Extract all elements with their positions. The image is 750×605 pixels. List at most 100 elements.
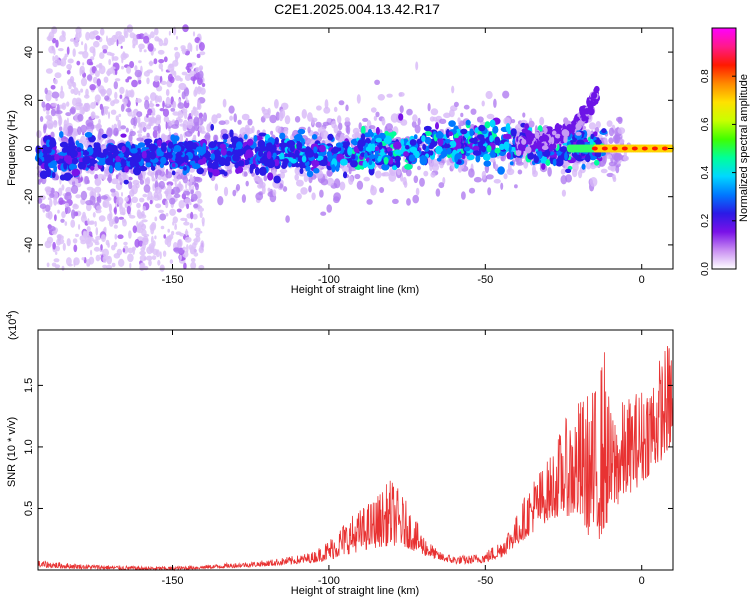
spectrogram-scatter-point — [57, 48, 64, 52]
spectrogram-halo-point — [116, 196, 124, 206]
spectrogram-branch-point — [549, 130, 553, 136]
spectrogram-band-point — [375, 137, 383, 143]
spectrogram-halo-point — [510, 119, 516, 124]
spectrogram-scatter-point — [158, 209, 165, 213]
spectrogram-halo-point — [412, 114, 418, 123]
spectrogram-halo-point — [600, 168, 608, 174]
spectrogram-band-point — [76, 147, 82, 153]
spectrogram-scatter-point — [51, 262, 57, 267]
spectrogram-band-point — [299, 168, 304, 175]
spectrogram-scatter-point — [186, 244, 189, 253]
spectrogram-halo-point — [178, 82, 187, 91]
spectrogram-halo-point — [257, 183, 264, 189]
spectrogram-halo-point — [362, 117, 369, 122]
spectrogram-halo-point — [123, 98, 128, 105]
spectrogram-halo-point — [323, 106, 331, 114]
spectrogram-scatter-point — [80, 77, 88, 87]
spectrogram-halo-point — [300, 187, 308, 195]
spectrogram-halo-point — [345, 125, 349, 134]
spectrogram-scatter-point — [96, 78, 102, 87]
spectrogram-band-point — [363, 132, 372, 138]
colorbar-ticks: 0.00.20.40.60.8 — [700, 69, 736, 276]
spectrogram-band-point — [557, 155, 564, 163]
spectrogram-scatter-point — [179, 254, 182, 261]
spectrogram-band-point — [123, 179, 129, 185]
spectrogram-scatter-point — [184, 73, 191, 81]
snr-y-ticks: 0.51.01.5 — [23, 378, 673, 516]
spectrogram-x-label: Height of straight line (km) — [291, 284, 419, 296]
spectrogram-scatter-point — [190, 44, 193, 53]
spectrogram-halo-point — [200, 240, 205, 250]
spectrogram-tone-peak — [641, 146, 648, 151]
spectrogram-band-point — [89, 158, 96, 166]
spectrogram-scatter-point — [128, 230, 132, 239]
spectrogram-scatter-point — [169, 76, 175, 84]
spectrogram-band-point — [54, 154, 60, 161]
spectrogram-scatter-point — [157, 49, 165, 55]
spectrogram-scatter-point — [149, 60, 153, 67]
spectrogram-band-point — [393, 141, 402, 150]
spectrogram-halo-point — [243, 171, 248, 177]
spectrogram-branch-point — [556, 124, 563, 130]
spectrogram-halo-point — [131, 184, 138, 195]
spectrogram-band-point — [288, 161, 292, 168]
spectrogram-scatter-point — [142, 193, 148, 198]
spectrogram-scatter-point — [66, 117, 69, 126]
spectrogram-halo-point — [182, 176, 189, 184]
snr-x-ticks: -150 -100 -50 0 — [161, 330, 645, 587]
spectrogram-branch-point — [524, 123, 530, 130]
spectrogram-halo-point — [453, 101, 459, 107]
spectrogram-band-point — [133, 166, 141, 176]
spectrogram-halo-point — [280, 171, 285, 179]
spectrogram-halo-point — [158, 180, 165, 190]
spectrogram-halo-point — [218, 120, 226, 125]
spectrogram-x-tick-label: -100 — [318, 274, 340, 286]
spectrogram-band-point — [172, 138, 177, 146]
spectrogram-halo-point — [170, 107, 176, 112]
spectrogram-halo-point — [59, 126, 63, 131]
spectrogram-halo-point — [370, 107, 377, 113]
spectrogram-y-tick-label: 0 — [23, 145, 35, 151]
spectrogram-scatter-point — [192, 107, 199, 111]
spectrogram-band-point — [319, 159, 328, 167]
spectrogram-halo-point — [463, 104, 470, 110]
spectrogram-scatter-point — [167, 184, 172, 193]
spectrogram-halo-point — [98, 128, 104, 135]
spectrogram-band-point — [212, 160, 219, 170]
spectrogram-halo-point — [182, 190, 191, 196]
spectrogram-band-point — [135, 164, 140, 170]
spectrogram-halo-point — [615, 165, 620, 174]
spectrogram-scatter-point — [165, 212, 169, 217]
spectrogram-halo-point — [173, 193, 181, 198]
spectrogram-band-point — [601, 128, 607, 134]
spectrogram-scatter-point — [115, 115, 120, 122]
spectrogram-band-point — [383, 135, 392, 145]
spectrogram-band-point — [139, 166, 148, 172]
spectrogram-scatter-point — [172, 111, 180, 116]
spectrogram-scatter-point — [102, 49, 108, 54]
spectrogram-scatter-point — [107, 37, 113, 47]
spectrogram-scatter-point — [169, 208, 177, 216]
spectrogram-halo-point — [468, 168, 475, 178]
spectrogram-scatter-point — [94, 241, 100, 246]
spectrogram-scatter-point — [95, 227, 99, 236]
spectrogram-scatter-point — [139, 250, 146, 256]
spectrogram-band-point — [144, 141, 149, 146]
spectrogram-band-point — [422, 144, 427, 151]
spectrogram-halo-point — [386, 93, 393, 98]
spectrogram-halo-point — [108, 203, 112, 213]
spectrogram-band-point — [345, 141, 350, 147]
spectrogram-halo-point — [363, 176, 371, 182]
spectrogram-halo-point — [269, 114, 277, 124]
spectrogram-scatter-point — [116, 39, 119, 47]
snr-y-tick-label: 0.5 — [23, 501, 35, 516]
spectrogram-y-label: Frequency (Hz) — [6, 110, 18, 186]
spectrogram-halo-point — [431, 159, 439, 167]
spectrogram-band-point — [435, 145, 443, 155]
spectrogram-branch-point — [554, 133, 561, 139]
spectrogram-halo-point — [578, 169, 583, 179]
spectrogram-halo-point — [503, 117, 511, 125]
spectrogram-scatter-point — [73, 244, 78, 253]
spectrogram-band-point — [273, 159, 280, 167]
spectrogram-halo-point — [333, 106, 338, 112]
